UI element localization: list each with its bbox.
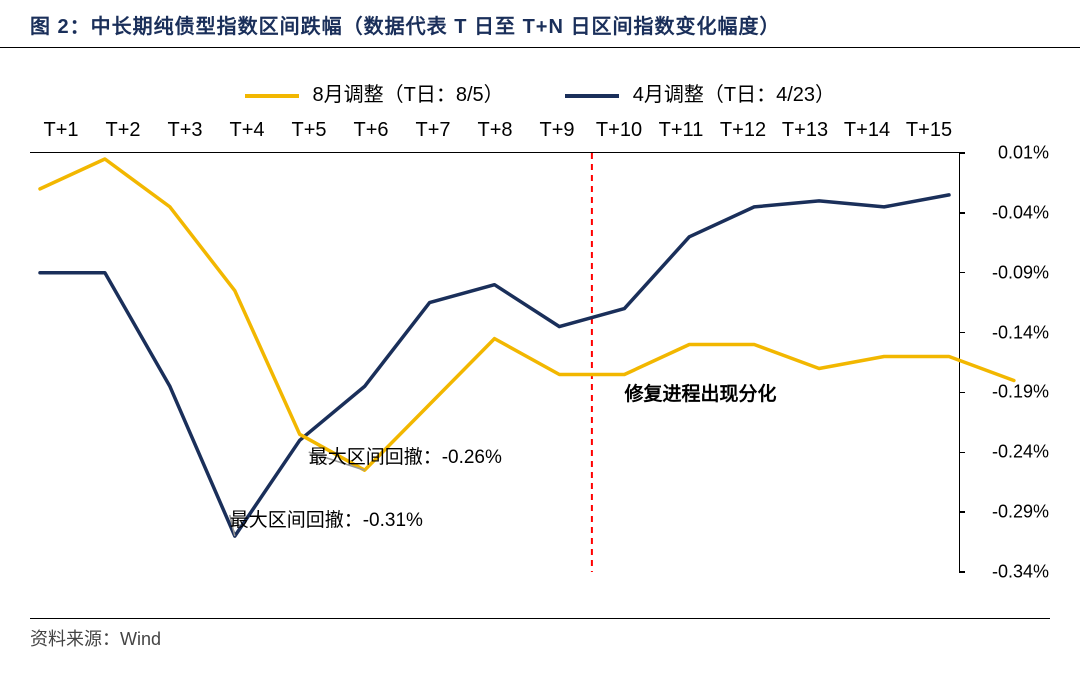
x-tick-label: T+14 — [836, 119, 898, 142]
x-tick-label: T+1 — [30, 119, 92, 142]
y-tick-label: -0.24% — [967, 442, 1049, 463]
y-tick-mark — [959, 152, 965, 154]
x-tick-label: T+12 — [712, 119, 774, 142]
y-tick-label: -0.04% — [967, 202, 1049, 223]
y-tick-mark — [959, 571, 965, 573]
y-tick-label: -0.09% — [967, 262, 1049, 283]
y-tick-label: 0.01% — [967, 143, 1049, 164]
x-tick-label: T+10 — [588, 119, 650, 142]
y-tick-mark — [959, 212, 965, 214]
legend-item-series-a: 8月调整（T日：8/5） — [245, 78, 504, 107]
chart-title: 图 2：中长期纯债型指数区间跌幅（数据代表 T 日至 T+N 日区间指数变化幅度… — [30, 10, 1050, 39]
legend-label-b: 4月调整（T日：4/23） — [633, 84, 835, 106]
x-tick-label: T+15 — [898, 119, 960, 142]
y-tick-label: -0.29% — [967, 502, 1049, 523]
y-tick-label: -0.14% — [967, 322, 1049, 343]
annotation: 修复进程出现分化 — [625, 379, 777, 406]
y-tick-mark — [959, 272, 965, 274]
y-tick-mark — [959, 392, 965, 394]
x-tick-label: T+13 — [774, 119, 836, 142]
x-tick-label: T+11 — [650, 119, 712, 142]
x-tick-label: T+7 — [402, 119, 464, 142]
x-tick-label: T+3 — [154, 119, 216, 142]
legend-swatch-a — [245, 94, 299, 98]
y-tick-mark — [959, 511, 965, 513]
chart-title-bar: 图 2：中长期纯债型指数区间跌幅（数据代表 T 日至 T+N 日区间指数变化幅度… — [0, 0, 1080, 48]
legend-item-series-b: 4月调整（T日：4/23） — [565, 78, 835, 107]
plot-area: 0.01%-0.04%-0.09%-0.14%-0.19%-0.24%-0.29… — [30, 152, 960, 572]
x-tick-label: T+5 — [278, 119, 340, 142]
x-axis-labels: T+1T+2T+3T+4T+5T+6T+7T+8T+9T+10T+11T+12T… — [30, 119, 1050, 152]
legend-swatch-b — [565, 94, 619, 98]
y-tick-label: -0.19% — [967, 382, 1049, 403]
chart-svg — [30, 153, 959, 572]
x-tick-label: T+8 — [464, 119, 526, 142]
y-tick-label: -0.34% — [967, 562, 1049, 583]
y-tick-mark — [959, 452, 965, 454]
x-tick-label: T+6 — [340, 119, 402, 142]
annotation: 最大区间回撤：-0.31% — [230, 505, 423, 532]
legend-label-a: 8月调整（T日：8/5） — [313, 84, 504, 106]
legend: 8月调整（T日：8/5） 4月调整（T日：4/23） — [30, 78, 1050, 119]
source-label: 资料来源：Wind — [30, 618, 1050, 651]
x-tick-label: T+2 — [92, 119, 154, 142]
x-tick-label: T+4 — [216, 119, 278, 142]
chart-container: 8月调整（T日：8/5） 4月调整（T日：4/23） T+1T+2T+3T+4T… — [30, 78, 1050, 608]
x-tick-label: T+9 — [526, 119, 588, 142]
y-tick-mark — [959, 332, 965, 334]
annotation: 最大区间回撤：-0.26% — [309, 442, 502, 469]
